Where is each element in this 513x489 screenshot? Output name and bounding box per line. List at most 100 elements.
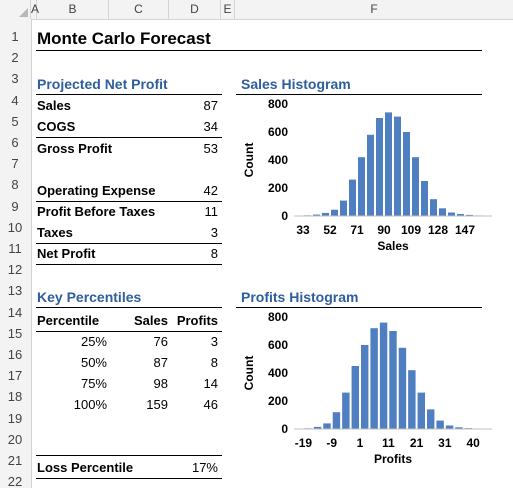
sales-histogram-title: Sales Histogram	[241, 76, 351, 92]
histogram-bar	[349, 179, 356, 216]
value-sales: 87	[203, 98, 218, 113]
row-header-column	[0, 19, 32, 488]
pct-row-4-sales: 159	[146, 397, 168, 412]
histogram-bar	[412, 157, 419, 216]
row-header-20[interactable]: 20	[7, 431, 23, 447]
histogram-bar	[376, 118, 383, 216]
value-gross-profit: 53	[203, 141, 218, 156]
percentiles-heading: Key Percentiles	[37, 289, 142, 305]
row-header-22[interactable]: 22	[7, 474, 23, 489]
y-tick-label: 400	[268, 153, 288, 167]
opex-underline	[36, 201, 222, 202]
row-header-13[interactable]: 13	[7, 283, 23, 299]
x-tick-label: 33	[296, 223, 310, 237]
x-tick-label: 71	[350, 223, 364, 237]
row-header-17[interactable]: 17	[7, 368, 23, 384]
row-header-19[interactable]: 19	[7, 410, 23, 426]
row-header-1[interactable]: 1	[11, 29, 19, 44]
histogram-bar	[455, 427, 463, 429]
sales-title-underline	[236, 94, 482, 95]
row-header-9[interactable]: 9	[11, 198, 19, 214]
sheet-title: Monte Carlo Forecast	[37, 29, 211, 48]
histogram-bar	[313, 426, 322, 429]
column-header-e[interactable]: E	[221, 0, 235, 19]
histogram-bar	[358, 157, 365, 216]
x-tick-label: 109	[401, 223, 421, 237]
histogram-bar	[417, 392, 425, 429]
x-axis-label: Sales	[377, 239, 409, 253]
pct-row-1-sales: 76	[153, 334, 168, 349]
pct-header-profits: Profits	[176, 313, 218, 328]
row-header-18[interactable]: 18	[7, 389, 23, 405]
row-header-3[interactable]: 3	[11, 71, 19, 87]
histogram-bar	[421, 181, 428, 216]
x-tick-label: 40	[466, 436, 480, 450]
x-tick-label: 31	[438, 436, 452, 450]
histogram-bar	[340, 200, 347, 216]
histogram-bar	[398, 347, 407, 429]
column-header-d[interactable]: D	[169, 0, 221, 19]
row-header-15[interactable]: 15	[7, 325, 23, 341]
label-taxes: Taxes	[37, 225, 73, 240]
pct-header-percentile: Percentile	[37, 313, 100, 328]
label-net-profit: Net Profit	[37, 246, 96, 261]
histogram-bar	[439, 208, 446, 216]
x-tick-label: 147	[455, 223, 475, 237]
row-header-12[interactable]: 12	[7, 262, 23, 278]
y-tick-label: 600	[268, 338, 288, 352]
row-header-8[interactable]: 8	[11, 177, 19, 193]
row-header-7[interactable]: 7	[11, 156, 19, 172]
row-header-10[interactable]: 10	[7, 219, 23, 235]
y-axis-label: Count	[242, 356, 256, 391]
pct-row-2-percentile: 50%	[80, 355, 107, 370]
row-header-2[interactable]: 2	[11, 50, 19, 66]
label-profit-before-taxes: Profit Before Taxes	[37, 204, 156, 219]
value-taxes: 3	[210, 225, 218, 240]
value-net-profit: 8	[210, 246, 218, 261]
projected-heading-underline	[36, 94, 222, 95]
projected-heading: Projected Net Profit	[37, 76, 168, 92]
row-header-21[interactable]: 21	[7, 453, 23, 468]
y-tick-label: 400	[268, 366, 288, 380]
title-underline	[36, 50, 482, 51]
column-header-b[interactable]: B	[37, 0, 109, 19]
pct-row-3-sales: 98	[153, 376, 168, 391]
taxes-underline	[36, 243, 222, 244]
select-all-corner[interactable]	[0, 0, 31, 19]
value-cogs: 34	[203, 119, 218, 134]
profits-histogram-title: Profits Histogram	[241, 289, 359, 305]
column-header-row: A B C D E F	[0, 0, 513, 20]
histogram-bar	[430, 199, 437, 216]
value-profit-before-taxes: 11	[204, 204, 219, 219]
column-header-a[interactable]: A	[31, 0, 39, 19]
label-sales: Sales	[37, 98, 71, 113]
pct-header-underline	[36, 331, 222, 332]
column-header-f[interactable]: F	[370, 2, 378, 16]
row-header-14[interactable]: 14	[7, 304, 23, 320]
x-tick-label: 52	[323, 223, 337, 237]
histogram-bar	[367, 134, 374, 216]
profits-title-underline	[236, 307, 482, 308]
pct-header-sales: Sales	[134, 313, 168, 328]
histogram-bar	[394, 116, 401, 216]
histogram-bar	[448, 212, 455, 216]
histogram-bar	[379, 322, 388, 429]
y-tick-label: 800	[268, 310, 288, 324]
histogram-bar	[351, 366, 359, 429]
pct-row-3-percentile: 75%	[80, 376, 107, 391]
histogram-bar	[427, 409, 435, 429]
row-header-6[interactable]: 6	[11, 135, 19, 150]
label-cogs: COGS	[37, 119, 76, 134]
loss-underline	[36, 478, 222, 479]
row-header-16[interactable]: 16	[7, 347, 23, 362]
row-header-4[interactable]: 4	[11, 92, 19, 108]
row-header-11[interactable]: 11	[8, 241, 22, 256]
histogram-bar	[323, 423, 331, 429]
histogram-bar	[466, 214, 473, 216]
value-operating-expense: 42	[203, 183, 218, 198]
loss-overline	[36, 455, 222, 456]
row-header-5[interactable]: 5	[11, 113, 19, 129]
histogram-bar	[436, 420, 444, 429]
column-header-c[interactable]: C	[109, 0, 169, 19]
